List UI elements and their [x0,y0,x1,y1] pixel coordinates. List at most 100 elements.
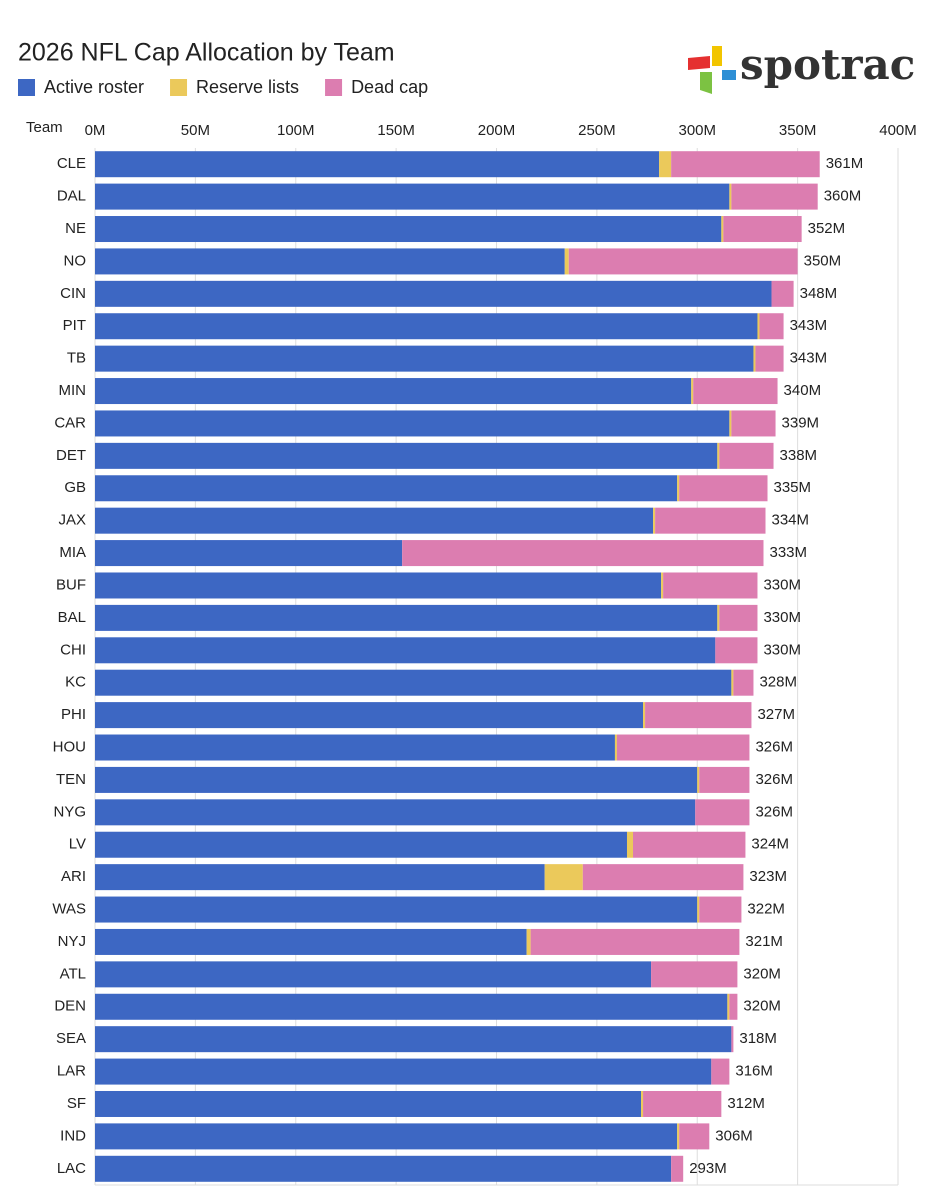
bar-segment [731,1026,734,1053]
bar-segment [753,345,756,372]
total-label: 330M [763,641,801,658]
y-tick-label: MIN [59,382,87,399]
bar-segment [677,1123,680,1150]
bar-segment [633,831,746,858]
legend-label: Active roster [44,77,144,97]
chart-title: 2026 NFL Cap Allocation by Team [18,39,395,67]
bar-segment [95,1090,642,1117]
bar-segment [95,1155,672,1182]
total-label: 328M [759,674,797,691]
bar-segment [95,669,732,696]
x-tick-label: 100M [277,122,315,139]
y-tick-label: BUF [56,576,86,593]
bar-segment [95,637,716,664]
total-label: 320M [743,998,781,1015]
y-tick-label: SF [67,1095,86,1112]
total-label: 343M [790,317,828,334]
bar-segment [95,216,722,243]
total-label: 323M [749,868,787,885]
total-label: 333M [769,544,807,561]
total-label: 324M [751,836,789,853]
bar-segment [95,151,660,178]
y-tick-label: CLE [57,155,86,172]
legend-swatch [170,79,188,96]
y-tick-label: MIA [59,544,86,561]
y-tick-label: DEN [54,998,86,1015]
bar-segment [402,540,764,567]
bar-segment [643,702,646,729]
bar-segment [564,248,569,275]
bar-segment [95,410,730,437]
y-tick-label: DAL [57,188,86,205]
bar-segment [717,442,720,469]
bar-segment [95,1123,678,1150]
logo: spotrac [688,40,915,94]
x-tick-label: 150M [377,122,415,139]
y-tick-label: DET [56,447,86,464]
bar-segment [721,216,724,243]
total-label: 326M [755,803,793,820]
x-tick-label: 400M [879,122,917,139]
y-tick-label: ATL [60,965,86,982]
bar-segment [95,734,615,761]
y-tick-label: NE [65,220,86,237]
bar-segment [697,766,700,793]
bar-segment [95,442,718,469]
bar-segment [645,702,752,729]
y-tick-label: TB [67,350,86,367]
bar-segment [731,410,776,437]
total-label: 330M [763,609,801,626]
legend-swatch [18,79,35,96]
bar-segment [95,928,527,955]
bar-segment [95,766,698,793]
y-tick-label: NYJ [58,933,86,950]
y-tick-label: ARI [61,868,86,885]
bar-segment [729,410,732,437]
y-tick-label: HOU [53,738,86,755]
bar-segment [663,572,758,599]
bar-segment [614,734,617,761]
x-tick-label: 300M [678,122,716,139]
y-tick-label: IND [60,1127,86,1144]
bar-segment [95,345,754,372]
x-tick-label: 200M [478,122,516,139]
bar-segment [95,507,654,534]
bar-segment [699,896,742,923]
y-tick-label: LAC [57,1160,86,1177]
bar-segment [729,993,738,1020]
bar-segment [653,507,656,534]
bar-segment [616,734,750,761]
bar-segment [719,442,774,469]
bar-segment [731,669,734,696]
bar-segment [759,313,784,340]
bar-segment [95,896,698,923]
total-label: 327M [757,706,795,723]
bar-segment [641,1090,644,1117]
total-label: 321M [745,933,783,950]
y-tick-label: NO [64,252,87,269]
bar-segment [679,1123,710,1150]
legend-label: Reserve lists [196,77,299,97]
logo-text: spotrac [740,40,915,89]
bar-segment [695,799,750,826]
bar-segment [717,604,720,631]
y-tick-label: LV [69,836,86,853]
bar-segment [643,1090,722,1117]
total-label: 335M [774,479,812,496]
bar-segment [671,151,820,178]
total-label: 361M [826,155,864,172]
total-label: 339M [782,414,820,431]
bar-segment [568,248,798,275]
total-label: 340M [784,382,822,399]
y-tick-label: CAR [54,414,86,431]
x-tick-label: 50M [181,122,210,139]
bar-segment [729,183,732,210]
bar-segment [757,313,760,340]
bar-segment [95,313,758,340]
bar-segment [715,637,758,664]
x-tick-label: 350M [779,122,817,139]
bar-segment [526,928,531,955]
bar-segment [719,604,758,631]
total-label: 338M [780,447,818,464]
